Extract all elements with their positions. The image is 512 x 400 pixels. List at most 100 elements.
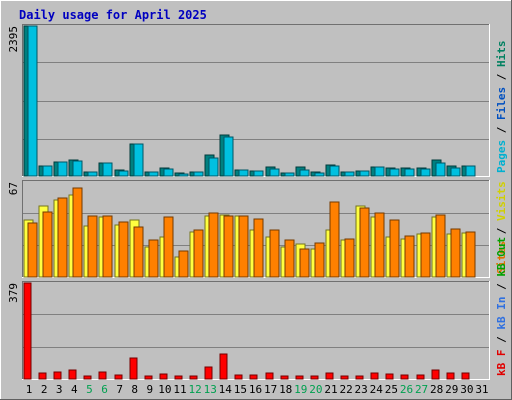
y-max-label: 2395 [7,26,20,53]
bar-kb-f-day-12 [189,375,198,380]
day-label: 21 [324,383,337,396]
plot-area [22,24,490,177]
day-label: 7 [116,383,123,396]
bar-kb-f-day-20 [310,375,319,380]
bar-pages-day-30 [465,165,476,177]
panel-3: 379 kB F / kB In / kB Out [7,237,508,380]
day-label: 30 [460,383,473,396]
legend-entry: Sites [495,241,508,274]
series-legend: Sites / Visits [495,181,508,274]
bar-pages-day-11 [178,173,189,177]
day-label: 24 [370,383,384,396]
legend-entry: / [495,330,508,350]
bar-kb-f-day-21 [325,372,334,380]
bar-kb-f-day-29 [446,372,455,380]
bar-pages-day-22 [344,171,355,177]
legend-entry: Files [495,87,508,120]
day-label: 4 [71,383,78,396]
bar-pages-day-18 [284,172,295,177]
day-label: 20 [309,383,322,396]
bar-pages-day-21 [329,165,340,177]
bar-pages-day-27 [420,168,431,177]
bar-sites-day-8 [133,226,144,278]
chart-panels: 2395 Pages / Files / Hits 67 Sites / Visits… [7,24,508,380]
day-label: 28 [430,383,443,396]
day-label: 9 [147,383,154,396]
bar-pages-day-6 [102,162,113,177]
legend-entry: / [495,221,508,241]
day-label: 14 [219,383,233,396]
bar-sites-day-5 [87,215,98,278]
bar-sites-day-25 [389,219,400,278]
bar-kb-f-day-16 [249,374,258,380]
plot-area [22,281,490,380]
bar-sites-day-16 [253,218,264,278]
panel-1: 2395 Pages / Files / Hits [7,24,508,177]
bar-sites-day-1 [27,222,38,278]
bar-pages-day-14 [223,136,234,177]
bar-sites-day-29 [450,228,461,278]
bar-kb-f-day-15 [234,374,243,380]
bar-sites-day-27 [420,232,431,278]
day-label: 6 [101,383,108,396]
bar-pages-day-8 [133,143,144,177]
bar-kb-f-day-9 [144,375,153,380]
legend-entry: kB F [495,350,508,377]
day-label: 5 [86,383,93,396]
bar-sites-day-14 [223,215,234,278]
legend-entry: Hits [495,41,508,68]
bar-pages-day-1 [27,25,38,177]
legend-entry: Visits [495,181,508,221]
bar-sites-day-30 [465,231,476,278]
legend-entry: kB Out [495,237,508,277]
day-label: 15 [234,383,247,396]
bar-kb-f-day-5 [83,375,92,380]
day-label: 23 [355,383,368,396]
day-label: 31 [475,383,488,396]
bar-pages-day-20 [314,172,325,177]
day-label: 22 [339,383,352,396]
bar-pages-day-5 [87,171,98,177]
bar-kb-f-day-8 [129,357,138,380]
bar-pages-day-23 [359,170,370,177]
bar-sites-day-26 [404,235,415,278]
bar-kb-f-day-4 [68,369,77,380]
day-label: 17 [264,383,277,396]
day-label: 11 [173,383,186,396]
day-label: 8 [131,383,138,396]
day-label: 12 [188,383,201,396]
bar-sites-day-3 [57,197,68,278]
bar-sites-day-9 [148,239,159,278]
legend-entry: Pages [495,140,508,173]
chart-title: Daily usage for April 2025 [19,8,207,22]
bar-sites-day-6 [102,215,113,278]
bar-pages-day-13 [208,157,219,177]
bar-pages-day-9 [148,171,159,177]
bar-kb-f-day-2 [38,372,47,380]
bar-sites-day-18 [284,239,295,278]
bar-sites-day-21 [329,201,340,278]
day-label: 27 [415,383,428,396]
bar-sites-day-7 [118,221,129,278]
day-label: 25 [385,383,398,396]
bar-pages-day-25 [389,168,400,177]
bar-sites-day-28 [435,214,446,278]
bar-kb-f-day-27 [416,374,425,380]
day-label: 3 [56,383,63,396]
bar-kb-f-day-24 [370,372,379,380]
bar-kb-f-day-22 [340,375,349,380]
day-label: 29 [445,383,458,396]
bar-sites-day-4 [72,187,83,278]
bar-pages-day-26 [404,168,415,177]
bar-kb-f-day-18 [280,375,289,380]
bar-sites-day-17 [269,229,280,278]
bar-sites-day-12 [193,229,204,278]
bar-pages-day-7 [118,170,129,177]
bar-kb-f-day-19 [295,375,304,380]
y-max-label: 67 [7,182,20,195]
day-label: 16 [249,383,262,396]
bar-sites-day-19 [299,248,310,278]
series-legend: Pages / Files / Hits [495,41,508,174]
bar-sites-day-23 [359,207,370,278]
legend-entry: / [495,67,508,87]
